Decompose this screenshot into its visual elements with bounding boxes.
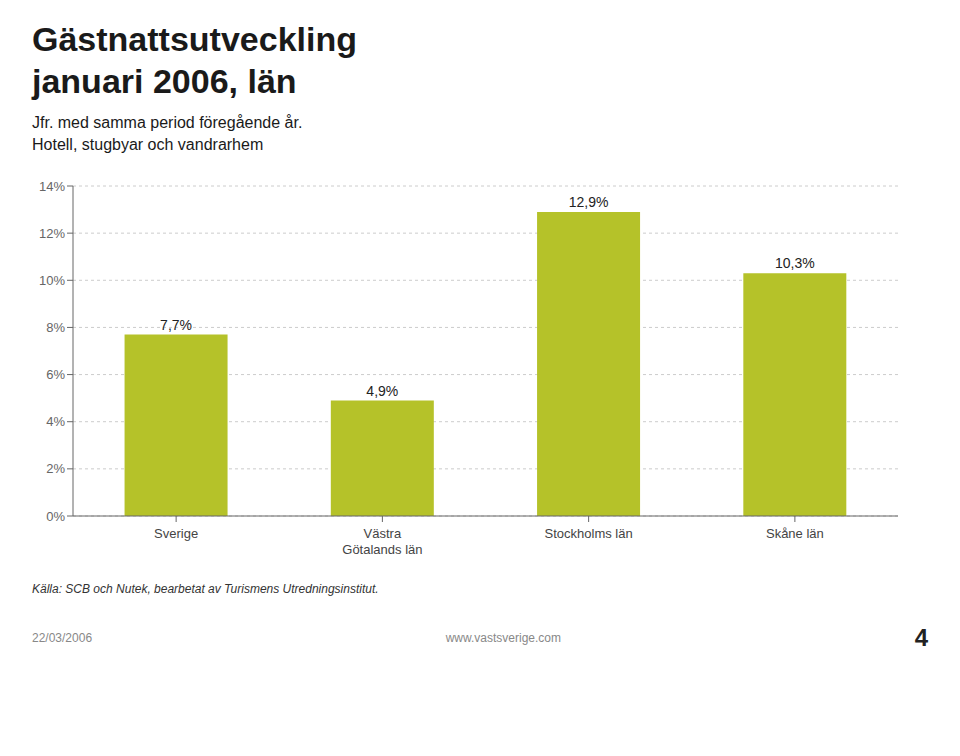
svg-text:7,7%: 7,7% — [160, 317, 192, 333]
svg-text:Stockholms län: Stockholms län — [545, 526, 633, 541]
html-text:22/03/2006: 22/03/2006 — [32, 631, 93, 645]
html-text:Hotell, stugbyar och vandrarhe: Hotell, stugbyar och vandrarhem — [32, 136, 264, 153]
svg-text:6%: 6% — [46, 367, 65, 382]
svg-text:10%: 10% — [39, 273, 65, 288]
svg-text:VästraGötalands län: VästraGötalands län — [342, 526, 422, 557]
svg-text:8%: 8% — [46, 320, 65, 335]
svg-text:4%: 4% — [46, 414, 65, 429]
html-text:4: 4 — [914, 624, 928, 651]
svg-text:0%: 0% — [46, 509, 65, 524]
svg-text:2%: 2% — [46, 461, 65, 476]
svg-text:4,9%: 4,9% — [366, 383, 398, 399]
html-text:Jfr. med samma period föregåen: Jfr. med samma period föregående år. — [32, 114, 303, 131]
svg-text:10,3%: 10,3% — [775, 255, 815, 271]
svg-text:12,9%: 12,9% — [569, 194, 609, 210]
svg-text:12%: 12% — [39, 226, 65, 241]
html-text:januari 2006, län: januari 2006, län — [32, 62, 297, 100]
html-text:Gästnattsutveckling: Gästnattsutveckling — [32, 20, 357, 58]
svg-text:Sverige: Sverige — [154, 526, 198, 541]
html-text:Källa: SCB och Nutek, bearbeta: Källa: SCB och Nutek, bearbetat av Turis… — [32, 582, 379, 596]
html-text:www.vastsverige.com: www.vastsverige.com — [445, 631, 561, 645]
svg-text:Skåne län: Skåne län — [766, 526, 824, 541]
svg-text:14%: 14% — [39, 179, 65, 194]
